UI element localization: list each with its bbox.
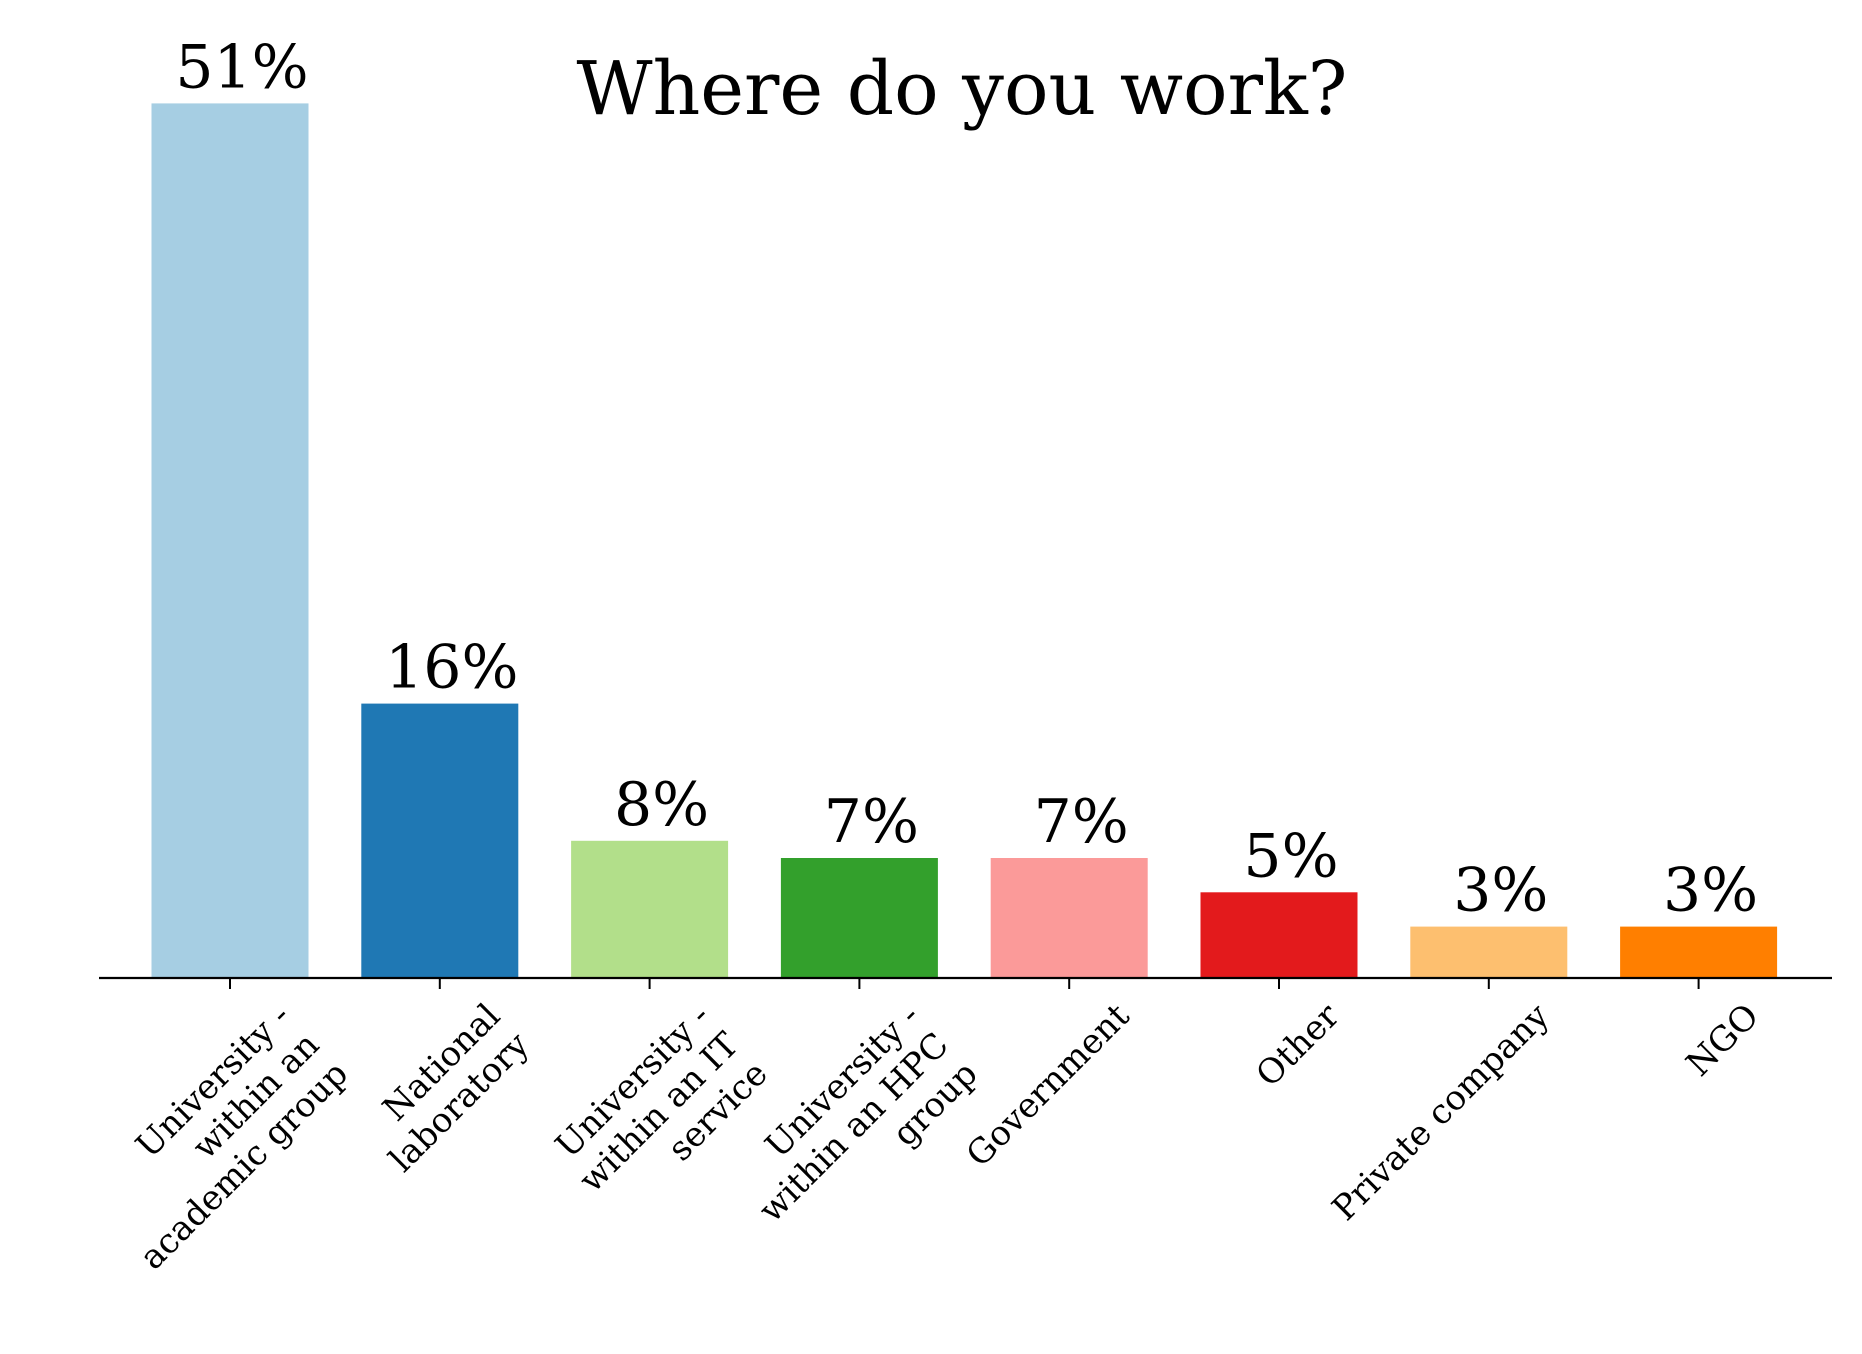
bar-value-label: 51%: [175, 32, 308, 102]
x-tick-label: University -within an HPCgroup: [722, 996, 985, 1259]
x-ticks-layer: [229, 978, 1700, 989]
x-tick-label-line: Government: [959, 996, 1138, 1175]
x-tick-label: NGO: [1679, 996, 1767, 1084]
bar-value-label: 7%: [1034, 787, 1129, 857]
bar-value-label: 3%: [1663, 856, 1758, 926]
bars-layer: [151, 103, 1778, 978]
x-tick-label-line: Other: [1249, 996, 1348, 1095]
value-labels-layer: 51% 16% 8% 7% 7% 5% 3% 3%: [175, 32, 1758, 925]
bar-value-label: 16%: [385, 633, 518, 703]
bar: [361, 703, 519, 978]
x-tick-label-line: NGO: [1679, 996, 1767, 1084]
bar: [571, 840, 729, 978]
bar-value-label: 3%: [1453, 856, 1548, 926]
bar: [1200, 892, 1358, 978]
x-tick-label: University -within anacademic group: [74, 996, 356, 1278]
x-tick-labels-layer: University -within anacademic group Natio…: [74, 996, 1767, 1278]
x-tick-label: Other: [1249, 996, 1348, 1095]
bar-value-label: 8%: [614, 770, 709, 840]
bar: [1410, 926, 1568, 978]
x-tick-label-line: Private company: [1325, 996, 1558, 1229]
x-tick-label: Government: [959, 996, 1138, 1175]
x-tick-label: University -within an ITservice: [542, 996, 775, 1229]
chart-title: Where do you work?: [577, 46, 1348, 132]
bar-value-label: 5%: [1243, 821, 1338, 891]
x-tick-label: Private company: [1325, 996, 1558, 1229]
bar: [990, 858, 1148, 978]
bar: [780, 858, 938, 978]
bar: [151, 103, 309, 978]
bar-value-label: 7%: [824, 787, 919, 857]
x-tick-label: Nationallaboratory: [353, 996, 538, 1181]
bar: [1620, 926, 1778, 978]
